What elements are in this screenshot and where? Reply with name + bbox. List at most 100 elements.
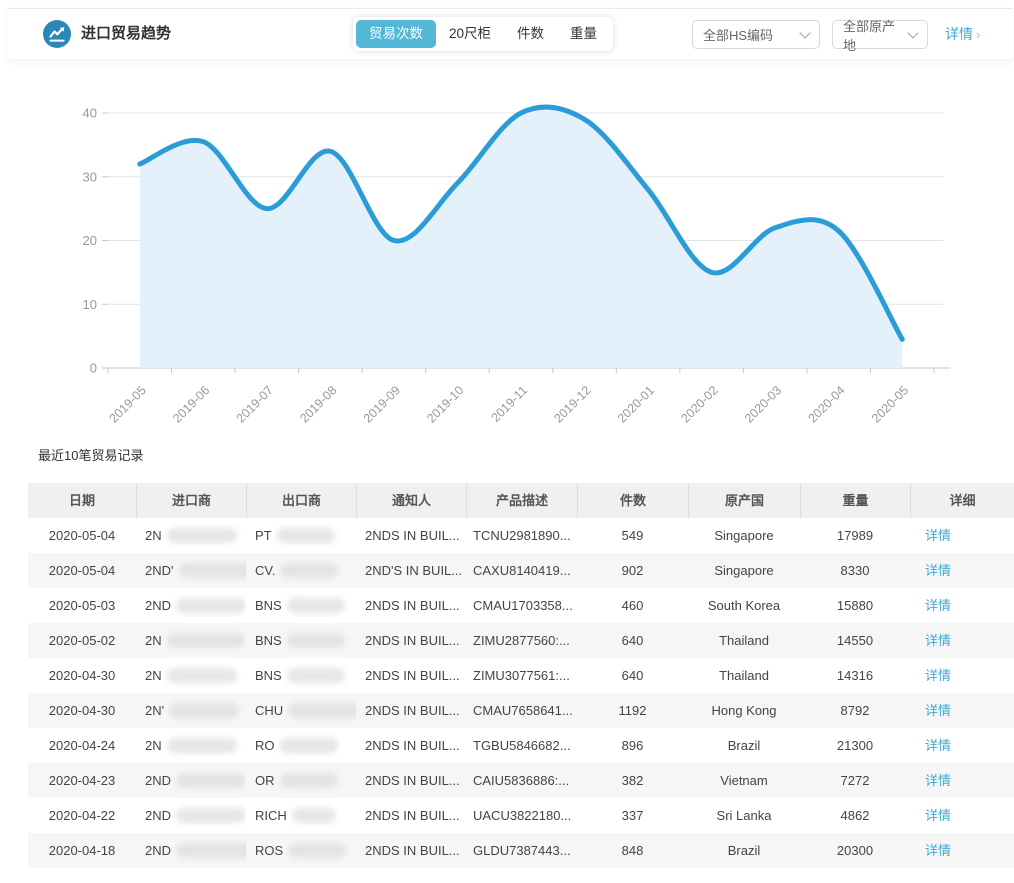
cell-origin-country: Thailand	[688, 658, 800, 693]
cell-date: 2020-05-03	[28, 588, 136, 623]
cell-exporter: RICH	[246, 798, 356, 833]
cell-product-description-text: ZIMU3077561:...	[473, 668, 570, 683]
chevron-down-icon	[907, 26, 919, 39]
origin-filter-select[interactable]: 全部原产地	[832, 19, 928, 53]
cell-pieces-text: 1192	[618, 703, 647, 718]
tab-weight[interactable]: 重量	[570, 26, 598, 41]
detail-row-link[interactable]: 详情	[910, 623, 1014, 658]
redacted-text-blur	[176, 843, 246, 858]
tab-20ft-container[interactable]: 20尺柜	[449, 26, 492, 41]
svg-text:2020-05: 2020-05	[869, 383, 911, 425]
svg-text:2019-06: 2019-06	[170, 383, 212, 425]
svg-text:2019-05: 2019-05	[107, 383, 149, 425]
cell-notify-party: 2NDS IN BUIL...	[356, 693, 466, 728]
svg-text:2019-09: 2019-09	[361, 383, 403, 425]
cell-date: 2020-04-30	[28, 658, 136, 693]
svg-text:2020-02: 2020-02	[678, 383, 720, 425]
cell-exporter-text: RICH	[255, 808, 287, 823]
cell-date-text: 2020-04-30	[48, 703, 116, 718]
cell-weight: 20300	[800, 833, 910, 868]
cell-pieces: 382	[577, 763, 688, 798]
cell-pieces-text: 848	[621, 843, 644, 858]
cell-importer-text: 2ND	[145, 598, 172, 613]
cell-importer-text: 2ND	[145, 808, 172, 823]
detail-row-link[interactable]: 详情	[910, 518, 1014, 553]
cell-weight: 8792	[800, 693, 910, 728]
cell-notify-party: 2NDS IN BUIL...	[356, 798, 466, 833]
cell-notify-party-text: 2NDS IN BUIL...	[365, 598, 460, 613]
cell-date: 2020-04-22	[28, 798, 136, 833]
cell-importer-text: 2ND	[145, 773, 172, 788]
svg-text:20: 20	[83, 233, 97, 248]
detail-row-link-text: 详情	[924, 598, 951, 613]
detail-row-link-text: 详情	[924, 668, 951, 683]
table-row: 2020-04-30 2N' CHU 2NDS IN BUIL... CMAU76586…	[28, 693, 1014, 728]
cell-origin-country-text: Thailand	[719, 668, 769, 683]
cell-product-description-text: TCNU2981890...	[473, 528, 571, 543]
cell-date-text: 2020-04-23	[48, 773, 116, 788]
cell-pieces-text: 549	[621, 528, 644, 543]
detail-row-link[interactable]: 详情	[910, 728, 1014, 763]
redacted-text-blur	[288, 843, 347, 858]
cell-date: 2020-04-18	[28, 833, 136, 868]
cell-product-description: CMAU1703358...	[466, 588, 577, 623]
cell-weight-text: 14550	[836, 633, 874, 648]
cell-importer: 2N	[136, 658, 246, 693]
detail-row-link[interactable]: 详情	[910, 763, 1014, 798]
cell-notify-party-text: 2NDS IN BUIL...	[365, 808, 460, 823]
cell-origin-country-text: Hong Kong	[711, 703, 777, 718]
detail-link[interactable]: 详情 ›	[945, 9, 980, 59]
cell-importer-text: 2N	[145, 668, 162, 683]
table-row: 2020-05-04 2N PT 2NDS IN BUIL... TCNU2981890…	[28, 518, 1014, 553]
detail-row-link[interactable]: 详情	[910, 798, 1014, 833]
column-header-importer: 进口商	[136, 483, 246, 518]
tab-pieces[interactable]: 件数	[517, 26, 545, 41]
cell-exporter-text: CHU	[255, 703, 284, 718]
redacted-text-blur	[176, 598, 246, 613]
cell-importer-text: 2N	[145, 738, 162, 753]
cell-origin-country-text: Singapore	[714, 528, 774, 543]
cell-importer: 2ND	[136, 763, 246, 798]
cell-product-description-text: CMAU7658641...	[473, 703, 573, 718]
cell-notify-party: 2NDS IN BUIL...	[356, 518, 466, 553]
table-row: 2020-04-23 2ND OR 2NDS IN BUIL... CAIU583688…	[28, 763, 1014, 798]
detail-row-link-text: 详情	[924, 633, 951, 648]
cell-pieces: 902	[577, 553, 688, 588]
detail-row-link[interactable]: 详情	[910, 588, 1014, 623]
svg-text:2019-11: 2019-11	[488, 383, 530, 425]
cell-product-description: CMAU7658641...	[466, 693, 577, 728]
cell-product-description-text: CMAU1703358...	[473, 598, 573, 613]
cell-origin-country: Brazil	[688, 833, 800, 868]
redacted-text-blur	[166, 633, 245, 648]
cell-date: 2020-04-23	[28, 763, 136, 798]
cell-exporter-text: CV.	[255, 563, 276, 578]
cell-date-text: 2020-04-24	[48, 738, 116, 753]
cell-product-description: ZIMU3077561:...	[466, 658, 577, 693]
hs-code-filter-select[interactable]: 全部HS编码	[692, 20, 820, 49]
redacted-text-blur	[286, 668, 345, 683]
cell-exporter-text: BNS	[255, 633, 282, 648]
tab-trade-count[interactable]: 贸易次数	[356, 20, 436, 48]
detail-row-link[interactable]: 详情	[910, 833, 1014, 868]
cell-exporter-text: PT	[255, 528, 272, 543]
detail-row-link[interactable]: 详情	[910, 553, 1014, 588]
column-header-notify: 通知人	[356, 483, 466, 518]
cell-date: 2020-04-30	[28, 693, 136, 728]
page-title: 进口贸易趋势	[81, 25, 172, 42]
cell-importer: 2ND	[136, 798, 246, 833]
redacted-text-blur	[166, 668, 237, 683]
svg-text:10: 10	[83, 297, 97, 312]
cell-notify-party-text: 2NDS IN BUIL...	[365, 528, 460, 543]
cell-weight: 21300	[800, 728, 910, 763]
trade-records-table: 日期 进口商 出口商 通知人 产品描述 件数 原产国 重量 详细 2020-05…	[28, 483, 1014, 868]
cell-exporter: RO	[246, 728, 356, 763]
redacted-text-blur	[288, 703, 356, 718]
cell-origin-country-text: Thailand	[719, 633, 769, 648]
detail-row-link[interactable]: 详情	[910, 693, 1014, 728]
trend-chart-logo-icon	[43, 20, 71, 48]
table-row: 2020-04-24 2N RO 2NDS IN BUIL... TGBU5846682…	[28, 728, 1014, 763]
cell-weight-text: 7272	[840, 773, 870, 788]
detail-row-link[interactable]: 详情	[910, 658, 1014, 693]
cell-notify-party: 2NDS IN BUIL...	[356, 623, 466, 658]
redacted-text-blur	[286, 598, 345, 613]
